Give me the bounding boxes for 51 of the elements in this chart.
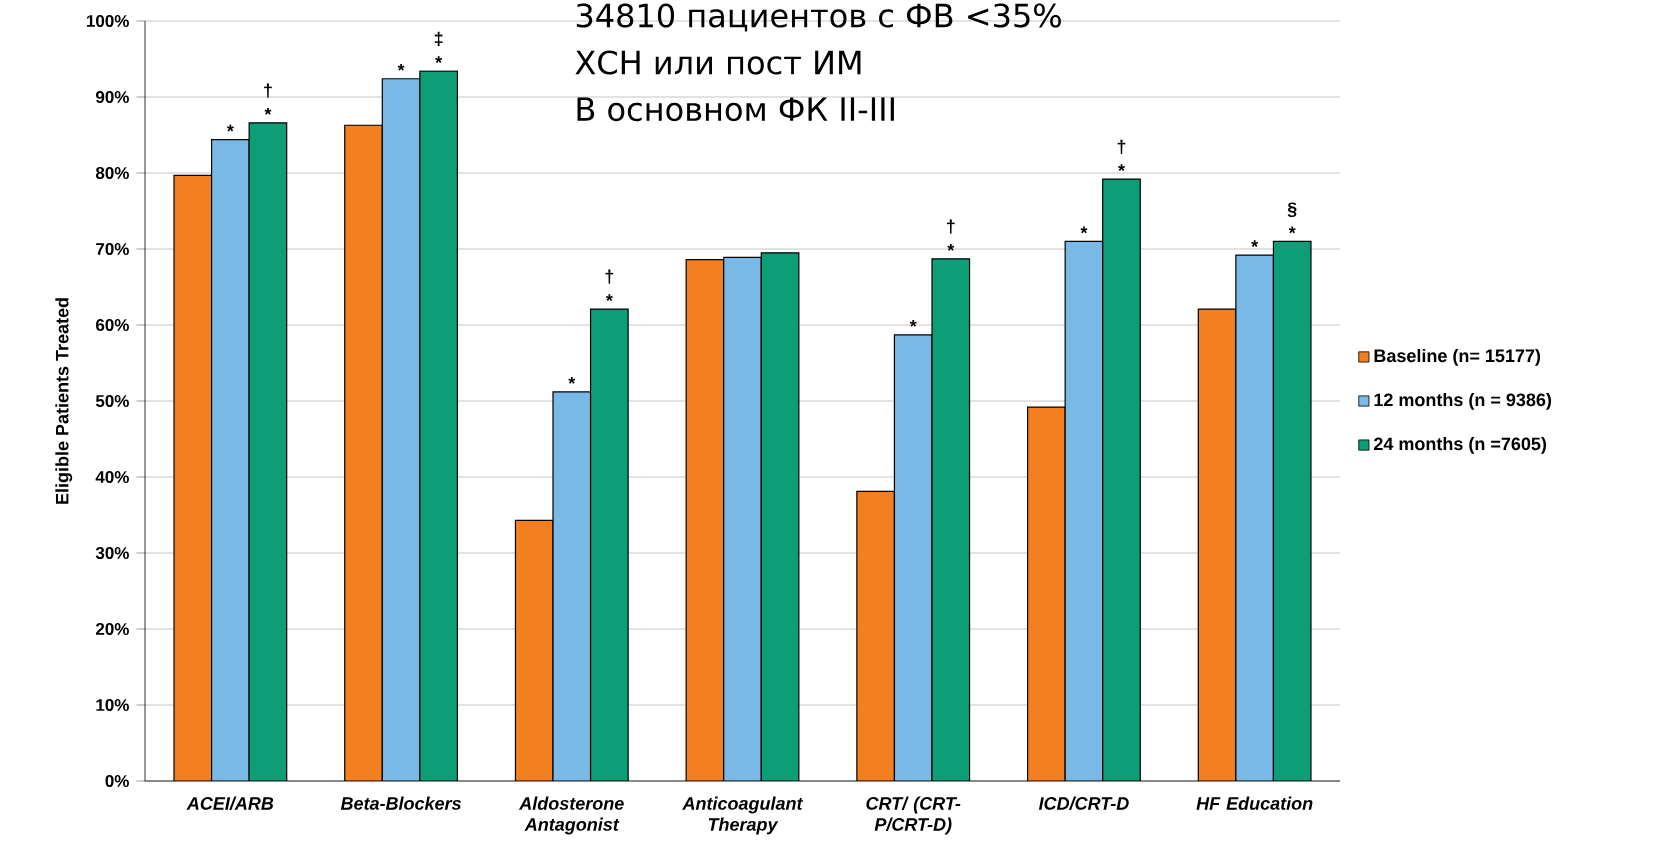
x-tick-label: CRT/ (CRT-P/CRT-D) (866, 796, 961, 835)
data-label: * (226, 124, 234, 132)
x-tick-label: Beta-Blockers (340, 796, 461, 810)
bar (553, 391, 591, 781)
y-axis-title: Eligible Patients Treated (55, 298, 73, 504)
bar (590, 309, 629, 781)
data-label: ‡ * (434, 31, 443, 64)
bar (249, 122, 287, 781)
data-label: † * (1117, 139, 1126, 171)
data-label: * (397, 63, 405, 71)
x-tick-label: ICD/CRT-D (1038, 796, 1129, 810)
y-tick-label: 90% (95, 90, 129, 103)
data-label: † * (605, 269, 614, 301)
y-tick-label: 60% (96, 318, 129, 332)
data-label: * (909, 320, 917, 327)
bar (211, 139, 250, 781)
data-label: * (1080, 226, 1088, 234)
y-tick-label: 30% (95, 546, 129, 560)
x-tick-label: Aldosterone Antagonist (518, 796, 624, 835)
bar (1272, 240, 1312, 781)
annotation: В основном ФК II-III (577, 97, 894, 122)
x-tick-label: ACEI/ARB (186, 796, 274, 810)
y-tick-label: 40% (95, 470, 129, 484)
y-tick-label: 80% (95, 166, 129, 179)
bar (1102, 179, 1141, 781)
data-label: * (1251, 240, 1259, 247)
legend-label: 12 months (n = 9386) (1374, 392, 1552, 410)
y-tick-label: 100% (86, 14, 129, 27)
bar (894, 334, 932, 781)
x-tick-label: Anticoagulant Therapy (682, 796, 804, 835)
data-label: § * (1287, 202, 1297, 234)
bar (761, 252, 799, 781)
y-tick-label: 0% (105, 775, 129, 788)
y-tick-label: 70% (96, 242, 129, 255)
annotation: 34810 пациентов с ФВ <35% (576, 3, 1061, 32)
legend-label: 24 months (n =7605) (1374, 437, 1547, 454)
bar (723, 257, 762, 781)
bar (932, 258, 970, 781)
bar (382, 78, 420, 781)
y-tick-label: 50% (95, 394, 129, 408)
y-tick-label: 10% (96, 699, 129, 712)
bar (419, 71, 458, 781)
annotation: ХСН или пост ИМ (575, 50, 861, 75)
data-label: † * (264, 83, 272, 115)
legend-label: Baseline (n= 15177) (1374, 348, 1541, 366)
x-tick-label: HF Education (1196, 796, 1313, 810)
data-label: † * (946, 219, 955, 251)
y-tick-label: 20% (95, 622, 129, 636)
bar (1235, 254, 1275, 781)
data-label: * (568, 377, 576, 384)
bar (1065, 241, 1103, 781)
